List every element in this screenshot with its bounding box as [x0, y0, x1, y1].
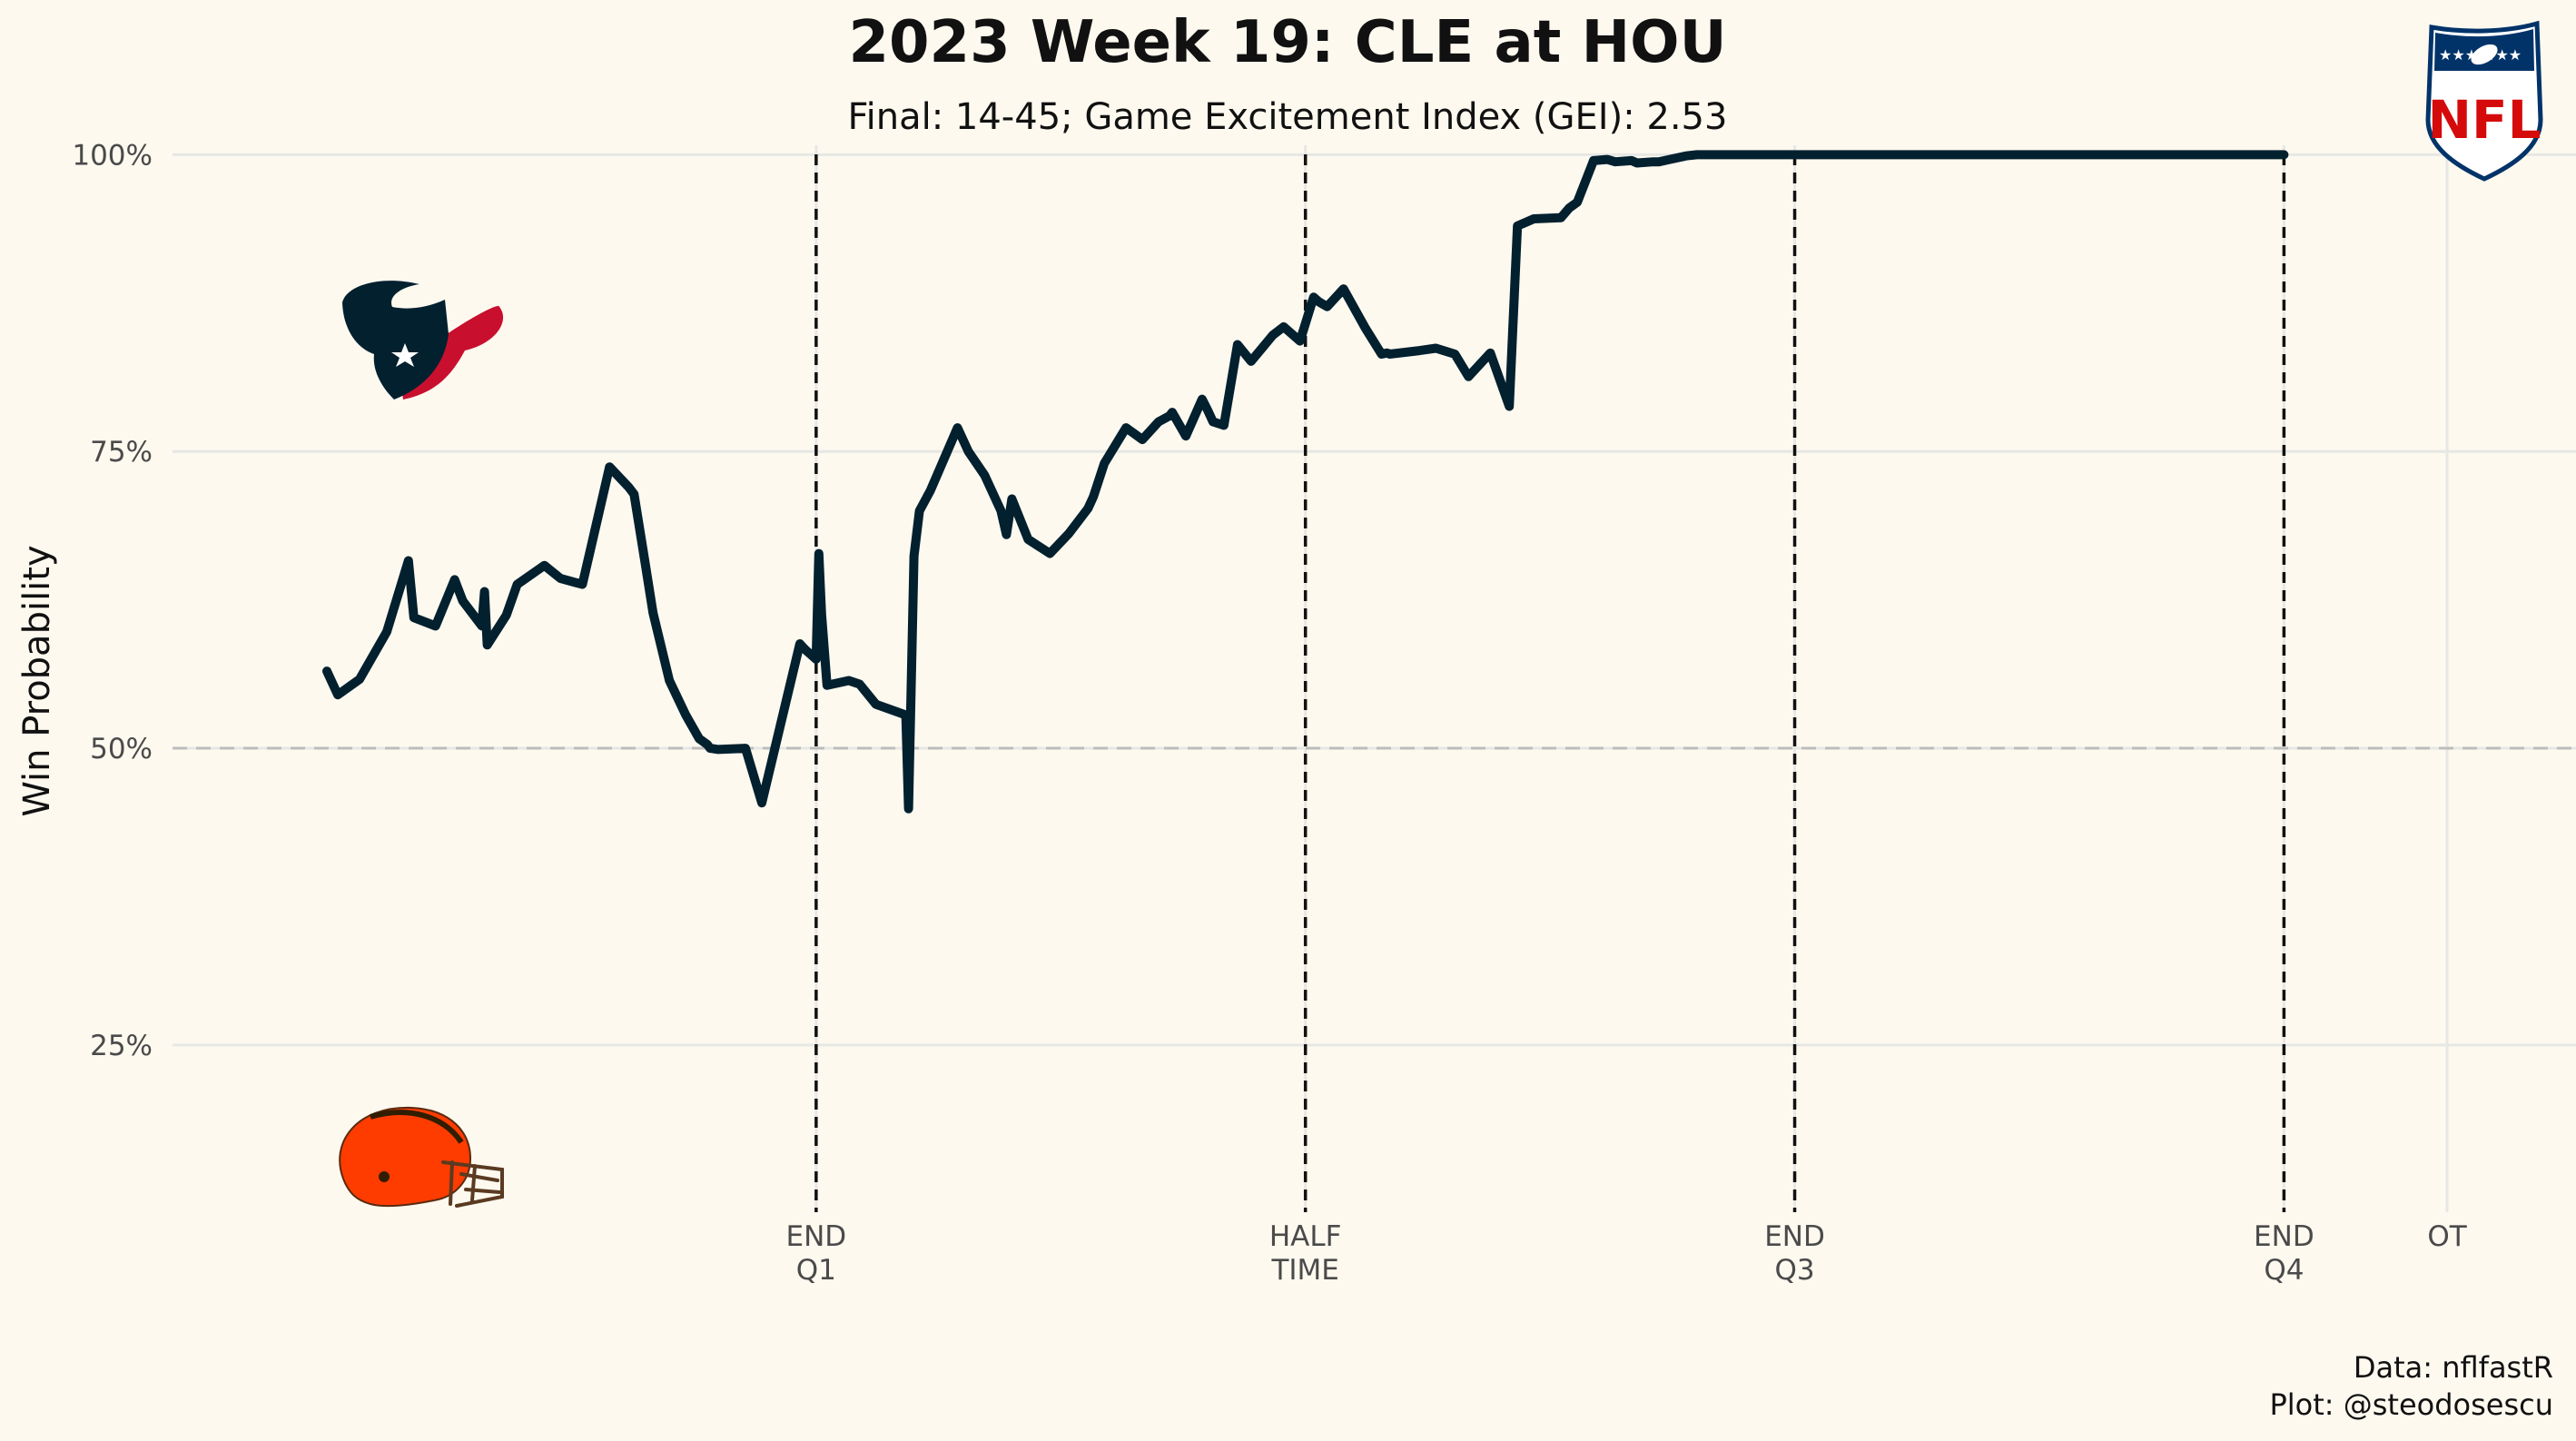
x-tick-label-line2: TIME	[1270, 1254, 1338, 1287]
texans-star-icon	[391, 343, 419, 367]
y-tick-label: 25%	[90, 1030, 153, 1062]
y-tick-label: 100%	[72, 139, 153, 172]
gridlines	[173, 145, 2576, 1212]
browns-facemask	[441, 1160, 504, 1208]
win-probability-line	[322, 150, 2289, 814]
x-tick-label-line2: Q1	[796, 1254, 836, 1287]
series-layer	[322, 150, 2289, 814]
caption-data-source: Data: nflfastR	[2354, 1350, 2553, 1385]
chart-subtitle: Final: 14-45; Game Excitement Index (GEI…	[848, 96, 1728, 138]
cleveland-browns-helmet-logo	[339, 1106, 504, 1208]
caption-plot-credit: Plot: @steodosescu	[2269, 1387, 2553, 1422]
x-tick-label-line2: Q3	[1774, 1254, 1814, 1287]
nfl-shield-logo: ★★★ ★★★ NFL	[2425, 20, 2543, 182]
nfl-shield-wordmark: NFL	[2427, 89, 2541, 151]
browns-helmet-snap	[379, 1171, 390, 1182]
browns-helmet-stripe	[370, 1110, 464, 1144]
y-tick-label: 75%	[90, 436, 153, 469]
x-tick-label: END	[786, 1220, 847, 1253]
x-tick-label: END	[1764, 1220, 1825, 1253]
y-axis-ticks: 25% 50% 75% 100%	[72, 139, 153, 1062]
x-tick-label: OT	[2427, 1220, 2467, 1253]
y-axis-label: Win Probability	[16, 545, 58, 816]
nfl-football-icon	[2471, 44, 2498, 65]
chart-title: 2023 Week 19: CLE at HOU	[848, 9, 1726, 76]
texans-head-navy	[342, 281, 449, 400]
quarter-lines	[814, 154, 2286, 1212]
x-tick-label-line2: Q4	[2264, 1254, 2304, 1287]
x-tick-label: END	[2254, 1220, 2314, 1253]
houston-texans-logo	[342, 281, 504, 400]
y-tick-label: 50%	[90, 733, 153, 765]
x-tick-label: HALF	[1269, 1220, 1342, 1253]
